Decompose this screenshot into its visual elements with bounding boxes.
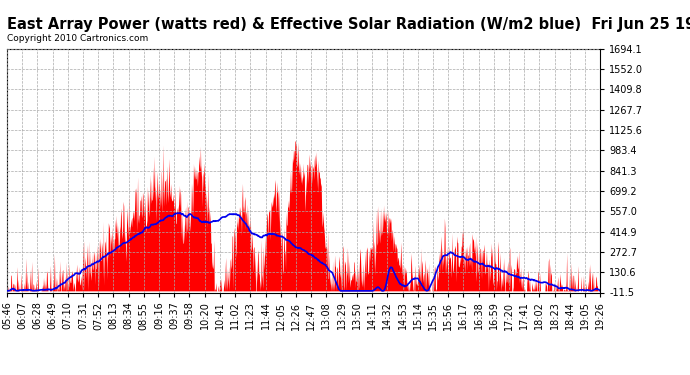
Text: Copyright 2010 Cartronics.com: Copyright 2010 Cartronics.com	[7, 34, 148, 43]
Text: East Array Power (watts red) & Effective Solar Radiation (W/m2 blue)  Fri Jun 25: East Array Power (watts red) & Effective…	[7, 17, 690, 32]
